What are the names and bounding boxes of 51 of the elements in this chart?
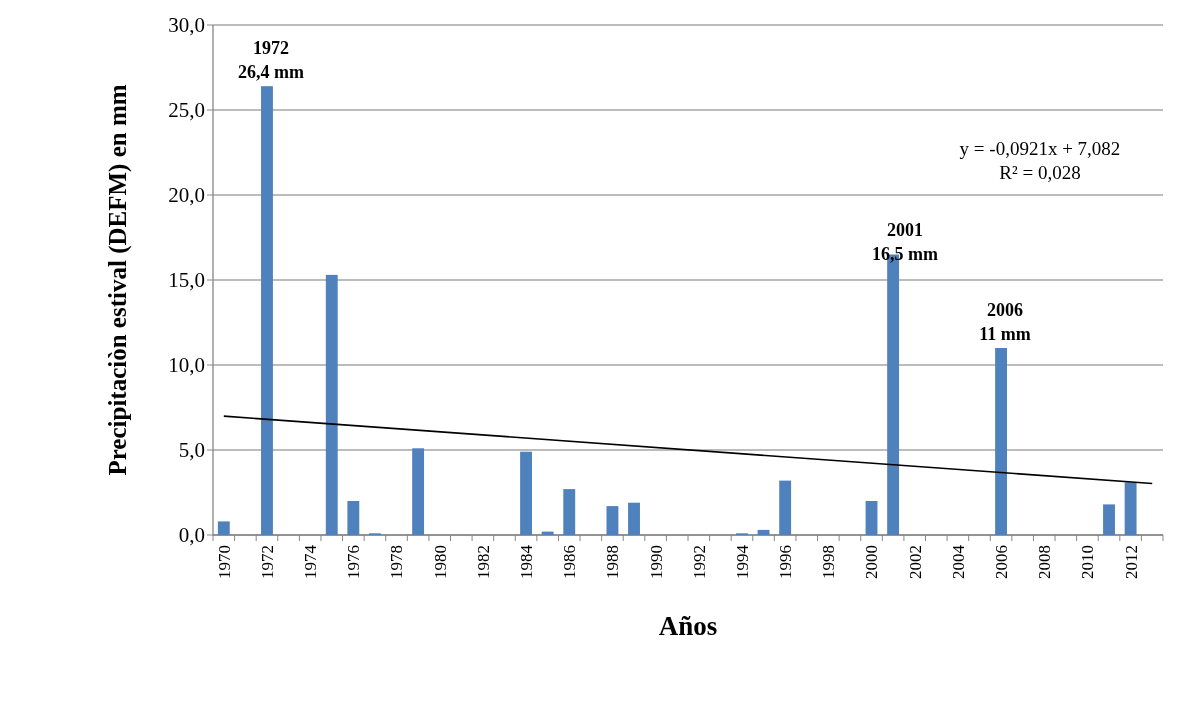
x-tick-label: 2002	[905, 545, 925, 579]
y-tick-label: 0,0	[178, 523, 205, 548]
bar	[520, 451, 533, 535]
y-tick-label: 20,0	[168, 183, 205, 208]
x-tick-label: 1970	[214, 545, 234, 579]
bar	[1124, 482, 1137, 535]
x-tick-label: 1974	[301, 544, 321, 579]
x-tick-label: 1990	[646, 545, 666, 579]
x-tick-label: 2012	[1121, 545, 1141, 579]
x-tick-label: 1982	[473, 545, 493, 579]
x-axis-title: Años	[658, 611, 718, 641]
bar	[995, 348, 1008, 535]
x-tick-label: 1984	[517, 544, 537, 579]
x-tick-label: 1978	[387, 545, 407, 579]
bar	[563, 489, 576, 535]
annotation: 1972 26,4 mm	[237, 38, 304, 83]
bar	[412, 448, 425, 535]
x-tick-label: 2006	[992, 545, 1012, 579]
x-tick-label: 1980	[430, 545, 450, 579]
bar	[865, 501, 878, 535]
x-tick-label: 2004	[948, 544, 968, 579]
bar	[261, 86, 273, 535]
bar	[541, 531, 554, 535]
bar	[628, 502, 640, 535]
annotation: y = -0,0921x + 7,082 R² = 0,028	[959, 138, 1121, 183]
x-tick-label: 2010	[1078, 545, 1098, 579]
x-tick-label: 1976	[344, 545, 364, 579]
bar	[757, 529, 770, 535]
x-tick-label: 1998	[819, 545, 839, 579]
x-tick-label: 2000	[862, 545, 882, 579]
y-tick-label: 25,0	[168, 98, 205, 123]
y-tick-label: 15,0	[168, 268, 205, 293]
x-tick-label: 1996	[776, 545, 796, 579]
bar	[606, 506, 619, 535]
x-tick-label: 1972	[257, 545, 277, 579]
bar	[779, 480, 792, 535]
bar	[1103, 504, 1115, 535]
y-tick-label: 30,0	[168, 13, 205, 38]
x-tick-label: 1986	[560, 545, 580, 579]
bar	[325, 274, 338, 535]
y-tick-label: 10,0	[168, 353, 205, 378]
bar	[217, 521, 230, 535]
annotation: 2001 16,5 mm	[872, 220, 938, 264]
annotation: 2006 11 mm	[979, 300, 1031, 344]
y-axis-title: Precipitaciòn estival (DEFM) en mm	[104, 84, 132, 476]
x-tick-label: 1994	[732, 544, 752, 579]
x-tick-label: 1992	[689, 545, 709, 579]
x-tick-label: 1988	[603, 545, 623, 579]
x-tick-label: 2008	[1035, 545, 1055, 579]
y-tick-label: 5,0	[178, 438, 205, 463]
bar	[347, 501, 360, 535]
